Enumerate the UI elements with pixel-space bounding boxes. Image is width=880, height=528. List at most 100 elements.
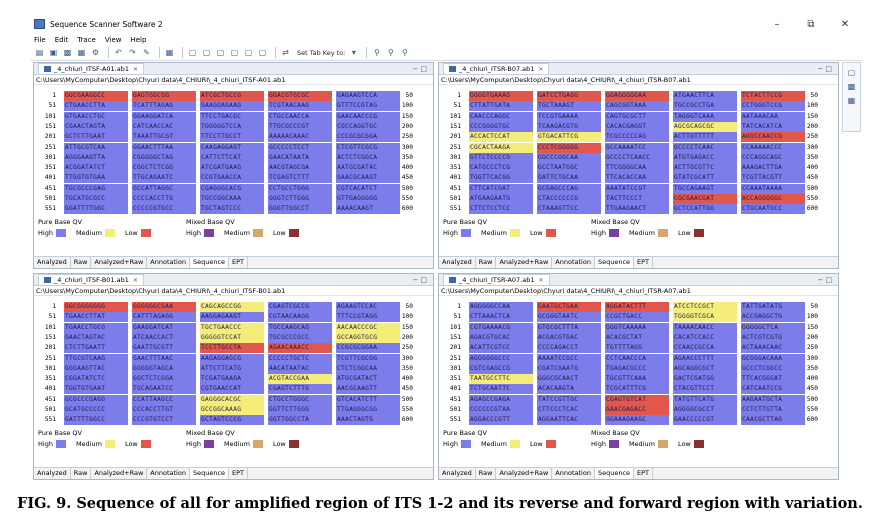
base-group[interactable]: ACGACGTGAC — [537, 332, 601, 343]
base-group[interactable]: ACCGAGGCTG — [741, 312, 805, 323]
base-group[interactable]: CTCGTTCGCG — [336, 142, 400, 153]
redo-icon[interactable]: ↷ — [129, 48, 136, 57]
base-group[interactable]: TTGAGGGCGG — [336, 405, 400, 415]
base-group[interactable]: AAGAGGAGCG — [200, 353, 264, 364]
base-group[interactable]: CTCTTGAATT — [64, 343, 128, 354]
base-group[interactable]: TTGCGTCAAG — [64, 353, 128, 364]
base-group[interactable]: TGCGCCCGCC — [268, 332, 332, 343]
base-group[interactable]: GGATTTTGGC — [64, 204, 128, 215]
tab-analyzed-raw[interactable]: Analyzed+Raw — [91, 468, 148, 479]
base-group[interactable]: TAGGGTCAAA — [673, 111, 737, 122]
base-group[interactable]: TAAAACAACC — [673, 322, 737, 333]
base-group[interactable]: GGGTTGGCCT — [268, 204, 332, 215]
base-group[interactable]: CGAGTCTTTG — [268, 384, 332, 395]
tab-annotation[interactable]: Annotation — [552, 257, 595, 268]
base-group[interactable]: CACACGAGGT — [605, 121, 669, 132]
base-group[interactable]: CGTCGAGCCG — [469, 363, 533, 374]
base-group[interactable]: TGCGTTCAAA — [605, 374, 669, 385]
base-group[interactable]: GATCCTGAGG — [537, 91, 601, 101]
base-group[interactable]: GGAAGGATCA — [132, 111, 196, 122]
base-group[interactable]: AGAAGTCCAC — [336, 302, 400, 312]
base-group[interactable]: CGAGGGCACG — [200, 183, 264, 194]
tab-sequence[interactable]: Sequence — [189, 468, 230, 479]
base-group[interactable]: TGAGACGCCC — [605, 363, 669, 374]
undo-icon[interactable]: ↶ — [115, 48, 122, 57]
base-group[interactable]: GGGGGTCCAT — [200, 332, 264, 343]
base-group[interactable]: TTCCTGACGC — [200, 111, 264, 122]
base-group[interactable]: TGCAGAATCC — [132, 384, 196, 395]
minimize-button[interactable]: – — [774, 18, 780, 30]
base-group[interactable]: TATGTTCATG — [673, 394, 737, 405]
base-group[interactable]: ATCAACCACT — [132, 332, 196, 343]
base-group[interactable]: CTGCCAACCA — [268, 111, 332, 122]
base-group[interactable]: CGCCAGGTGC — [336, 121, 400, 132]
tab-annotation[interactable]: Annotation — [147, 468, 190, 479]
base-group[interactable]: GCCAGGTGCG — [336, 332, 400, 343]
base-group[interactable]: GAACTAGTAC — [64, 332, 128, 343]
base-group[interactable]: AGCGCAGCGC — [673, 121, 737, 132]
tab-ept[interactable]: EPT — [229, 468, 249, 479]
base-group[interactable]: GGGTCTTGGG — [268, 194, 332, 204]
base-group[interactable]: CTACGTTCCT — [673, 384, 737, 395]
base-group[interactable]: TGCGCCCGAG — [64, 183, 128, 194]
base-group[interactable]: TGCTAAAGT — [537, 101, 601, 112]
base-group[interactable]: CCCCAGACCT — [537, 343, 601, 354]
base-group[interactable]: GTGACATTCG — [537, 132, 601, 143]
minimize-maximize-icon[interactable]: −□ — [817, 65, 834, 73]
file-tab[interactable]: _4_chiuri_ITSR-A07.ab1 ✕ — [443, 274, 550, 285]
base-group[interactable]: GCATGCCCCC — [64, 405, 128, 415]
base-group[interactable]: AGGATACTTT — [605, 302, 669, 312]
base-group[interactable]: CACATCCACC — [673, 332, 737, 343]
base-group[interactable]: ATGTGAGACC — [673, 152, 737, 163]
tab-analyzed-raw[interactable]: Analyzed+Raw — [91, 257, 148, 268]
base-group[interactable]: CGCGAACGAT — [673, 194, 737, 204]
tab-analyzed-raw[interactable]: Analyzed+Raw — [496, 257, 553, 268]
base-group[interactable]: TCTGCAATTC — [469, 384, 533, 395]
base-group[interactable]: CCCGGGGTGC — [469, 121, 533, 132]
base-group[interactable]: CTTCATCGAT — [469, 183, 533, 194]
base-group[interactable]: TGGGGTCGCA — [673, 312, 737, 323]
base-group[interactable]: CCCCACCTTG — [132, 194, 196, 204]
base-group[interactable]: CTTCCCTCAC — [537, 405, 601, 415]
base-group[interactable]: GGAAAGAAGC — [605, 415, 669, 426]
tab-raw[interactable]: Raw — [476, 468, 497, 479]
base-group[interactable]: TCAAGACGTG — [537, 121, 601, 132]
base-group[interactable]: GGAACTTTAA — [132, 142, 196, 153]
base-group[interactable]: GGCGGGGGGG — [64, 302, 128, 312]
base-group[interactable]: TCGAGTCTTT — [268, 173, 332, 184]
base-group[interactable]: TACTTCCCT — [605, 194, 669, 204]
base-group[interactable]: GATTTTGGCC — [64, 415, 128, 426]
open-icon[interactable]: ▤ — [35, 48, 44, 57]
tab-raw[interactable]: Raw — [476, 257, 497, 268]
base-group[interactable]: CTGAACCTTA — [64, 101, 128, 112]
view-2-icon[interactable]: ▢ — [202, 48, 211, 57]
base-group[interactable]: ATTCTTCATG — [200, 363, 264, 374]
base-group[interactable]: GAAGGAGAAG — [200, 101, 264, 112]
base-group[interactable]: CCCGCGCGGA — [336, 132, 400, 143]
base-group[interactable]: TGCCGGCAAA — [200, 194, 264, 204]
base-group[interactable]: CAGTGCGCTT — [605, 111, 669, 122]
base-group[interactable]: CCCACCTTGT — [132, 405, 196, 415]
base-group[interactable]: CGTGAAAACG — [469, 322, 533, 333]
base-group[interactable]: AAGAATGCTA — [741, 394, 805, 405]
base-group[interactable]: GCTCCATTGG — [673, 204, 737, 215]
base-group[interactable]: ATCGCTGCCG — [200, 91, 264, 101]
base-group[interactable]: GAACATAATA — [268, 152, 332, 163]
base-group[interactable]: AGCAGGCGCT — [673, 363, 737, 374]
base-group[interactable]: GGGTCAAAAA — [605, 322, 669, 333]
base-group[interactable]: TTCACGGGAT — [741, 374, 805, 385]
base-group[interactable]: GAGAAGTCCA — [336, 91, 400, 101]
view-1-icon[interactable]: ▢ — [188, 48, 197, 57]
base-group[interactable]: GCCTAATGGC — [537, 163, 601, 174]
base-group[interactable]: GCGGGTAATC — [537, 312, 601, 323]
base-group[interactable]: AGGGGGCCAA — [469, 302, 533, 312]
base-group[interactable]: AACGTAGCGA — [268, 163, 332, 174]
base-group[interactable]: CGAACTAGTA — [64, 121, 128, 132]
base-group[interactable]: CATTCTTCAT — [200, 152, 264, 163]
menu-file[interactable]: File — [34, 36, 46, 44]
base-group[interactable]: GGGCGCAACT — [537, 374, 601, 385]
zoom-fit-icon[interactable]: ⚲ — [401, 48, 408, 57]
base-group[interactable]: TCTACTTCCG — [741, 91, 805, 101]
base-group[interactable]: CCGCGCGGAA — [336, 343, 400, 354]
base-group[interactable]: CCAAATAAAA — [741, 183, 805, 194]
